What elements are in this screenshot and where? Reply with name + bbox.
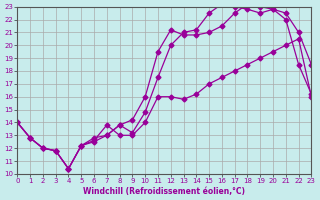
X-axis label: Windchill (Refroidissement éolien,°C): Windchill (Refroidissement éolien,°C) xyxy=(84,187,245,196)
